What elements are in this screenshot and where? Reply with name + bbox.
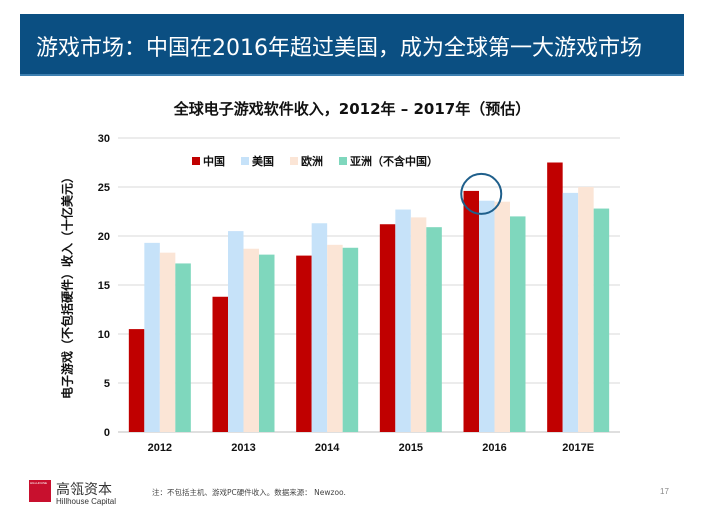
bar (395, 209, 411, 432)
bar (463, 190, 479, 432)
legend-label: 美国 (252, 154, 274, 168)
bar (593, 208, 610, 432)
hillhouse-logo-icon: HILLHOUSE (29, 480, 51, 502)
x-tick-label: 2016 (482, 442, 506, 454)
bar (562, 192, 579, 432)
logo-english-name: Hillhouse Capital (56, 497, 117, 506)
x-tick-label: 2017E (562, 442, 594, 454)
x-tick-label: 2013 (231, 442, 255, 454)
bar (311, 223, 328, 432)
bar (228, 231, 244, 432)
legend-swatch (241, 157, 249, 165)
y-tick-label: 0 (104, 427, 110, 439)
legend-swatch (290, 157, 298, 165)
footnote: 注：不包括主机、游戏PC硬件收入。数据来源： Newzoo. (152, 488, 346, 497)
bar (426, 227, 442, 432)
bar (379, 224, 396, 432)
x-tick-label: 2012 (148, 442, 172, 454)
bar (510, 216, 526, 432)
y-tick-label: 20 (98, 231, 110, 243)
y-tick-label: 5 (104, 378, 110, 390)
y-tick-label: 30 (98, 133, 110, 145)
y-tick-label: 15 (98, 280, 110, 292)
bar (296, 255, 312, 432)
bar (410, 217, 427, 432)
legend-label: 亚洲（不含中国） (350, 154, 438, 168)
bar (175, 263, 191, 432)
logo-chinese-name: 高瓴资本 (56, 482, 112, 498)
bar (259, 254, 275, 432)
bar (144, 242, 160, 432)
bar (547, 162, 563, 432)
title-bar: 游戏市场：中国在2016年超过美国，成为全球第一大游戏市场 (20, 14, 684, 76)
bar (212, 296, 228, 432)
slide-title: 游戏市场：中国在2016年超过美国，成为全球第一大游戏市场 (36, 36, 642, 61)
legend-label: 中国 (203, 154, 225, 168)
bar (243, 248, 259, 432)
legend-label: 欧洲 (301, 154, 323, 168)
bar (159, 252, 176, 432)
chart-title: 全球电子游戏软件收入，2012年 – 2017年（预估） (173, 100, 531, 118)
x-tick-label: 2015 (399, 442, 423, 454)
bar (479, 200, 495, 432)
y-tick-label: 25 (98, 182, 110, 194)
bar (342, 247, 359, 432)
bar (327, 244, 343, 432)
bar (128, 329, 145, 432)
x-tick-label: 2014 (315, 442, 340, 454)
bar (578, 187, 594, 432)
legend-swatch (192, 157, 200, 165)
page-number: 17 (660, 487, 669, 496)
y-tick-label: 10 (98, 329, 110, 341)
bar (494, 201, 510, 432)
highlight-circle (460, 172, 503, 215)
legend-swatch (339, 157, 347, 165)
